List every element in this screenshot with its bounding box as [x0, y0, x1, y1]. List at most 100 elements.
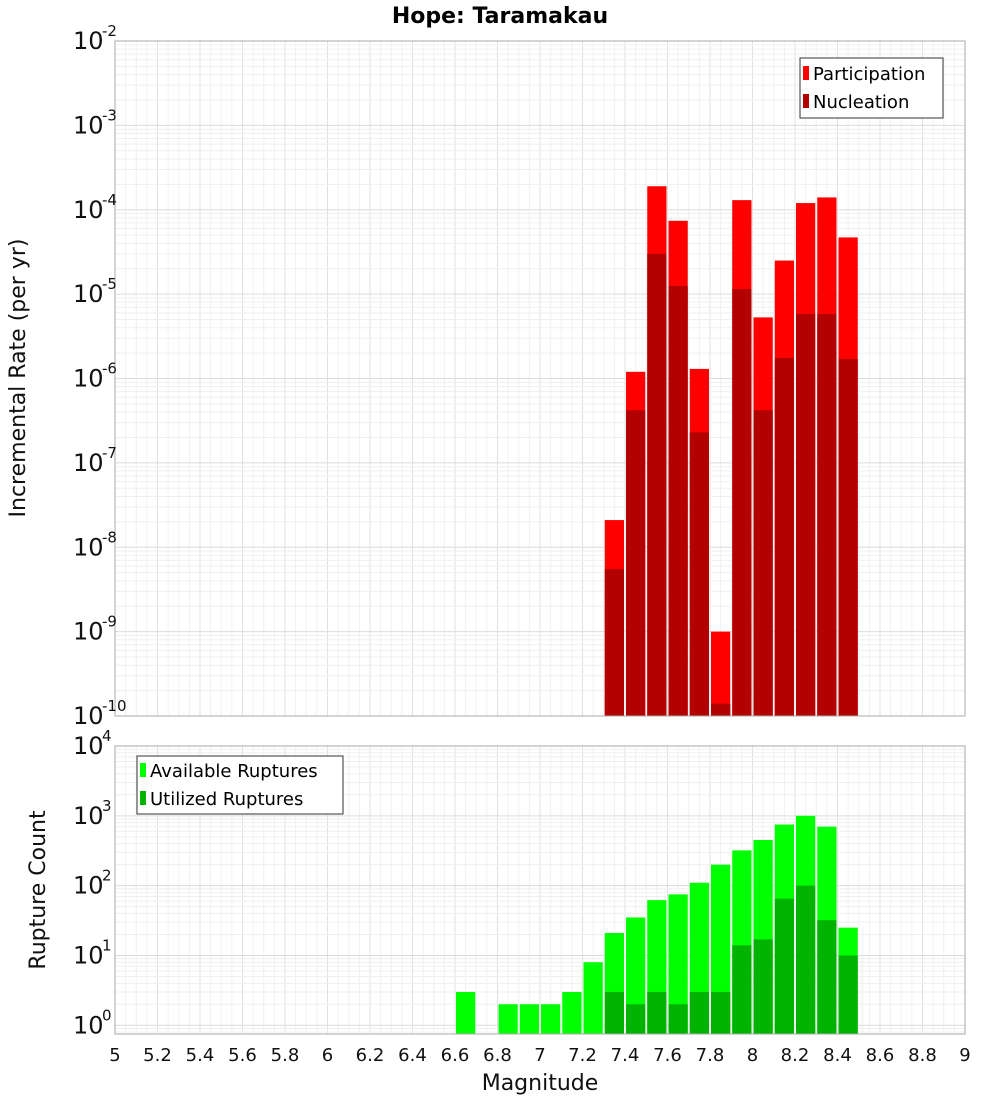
- legend-swatch-nucleation: [803, 94, 809, 108]
- top-y-tick-exponent: -4: [102, 191, 117, 209]
- top-y-tick-exponent: -9: [102, 613, 117, 631]
- top-y-tick-exponent: -5: [102, 275, 117, 293]
- top-y-tick-label: 10: [73, 533, 104, 561]
- top-bar-nucleation: [732, 289, 752, 716]
- bottom-bar-utilized-ruptures: [626, 1004, 646, 1034]
- bottom-y-tick-label: 10: [73, 872, 104, 900]
- top-bar-nucleation: [817, 314, 837, 716]
- x-tick-label: 8.2: [781, 1045, 810, 1066]
- x-tick-label: 5.6: [228, 1045, 257, 1066]
- top-y-tick-label: 10: [73, 280, 104, 308]
- bottom-bar-utilized-ruptures: [817, 920, 837, 1034]
- x-tick-label: 5.2: [143, 1045, 172, 1066]
- bottom-bar-utilized-ruptures: [774, 898, 794, 1034]
- top-bar-nucleation: [711, 703, 731, 716]
- x-tick-label: 7.2: [568, 1045, 597, 1066]
- top-y-tick-exponent: -2: [102, 22, 117, 40]
- top-legend-box: [799, 57, 944, 119]
- bottom-bar-available-ruptures: [519, 1004, 539, 1034]
- x-tick-label: 8.4: [823, 1045, 852, 1066]
- top-y-axis-label: Incremental Rate (per yr): [6, 239, 31, 518]
- x-tick-label: 5: [109, 1045, 120, 1066]
- bottom-bar-utilized-ruptures: [796, 885, 816, 1034]
- top-y-tick-label: 10: [73, 365, 104, 393]
- bottom-legend: Available Ruptures Utilized Ruptures: [136, 755, 344, 815]
- top-y-tick-exponent: -6: [102, 360, 117, 378]
- x-tick-label: 5.8: [271, 1045, 300, 1066]
- bottom-bar-utilized-ruptures: [668, 1004, 688, 1034]
- top-bar-nucleation: [774, 357, 794, 716]
- top-bar-nucleation: [668, 285, 688, 716]
- bottom-bar-utilized-ruptures: [838, 955, 858, 1034]
- legend-label-available-ruptures: Available Ruptures: [150, 761, 318, 782]
- top-bar-nucleation: [838, 359, 858, 716]
- x-tick-label: 7.4: [611, 1045, 640, 1066]
- bottom-y-tick-exponent: 4: [102, 727, 112, 745]
- top-y-tick-exponent: -3: [102, 106, 117, 124]
- bottom-bar-available-ruptures: [456, 991, 476, 1034]
- bottom-bar-available-ruptures: [562, 991, 582, 1034]
- bottom-y-tick-label: 10: [73, 802, 104, 830]
- legend-swatch-utilized-ruptures: [140, 791, 146, 805]
- bottom-y-tick-exponent: 0: [102, 1006, 112, 1024]
- top-y-tick-label: 10: [73, 449, 104, 477]
- bottom-y-tick-label: 10: [73, 1011, 104, 1039]
- top-y-tick-label: 10: [73, 196, 104, 224]
- top-y-tick-label: 10: [73, 702, 104, 730]
- top-y-tick-exponent: -8: [102, 528, 117, 546]
- x-tick-label: 8.6: [866, 1045, 895, 1066]
- top-plot-frame: [114, 40, 966, 717]
- x-tick-label: 7.8: [696, 1045, 725, 1066]
- top-bar-nucleation: [604, 569, 624, 716]
- top-bar-nucleation: [647, 253, 667, 716]
- bottom-legend-box: [136, 755, 344, 815]
- x-tick-label: 6.6: [441, 1045, 470, 1066]
- bottom-bar-available-ruptures: [668, 894, 688, 1034]
- top-y-tick-exponent: -7: [102, 444, 117, 462]
- x-tick-label: 6.2: [356, 1045, 385, 1066]
- bottom-plot-frame: [114, 745, 966, 1035]
- bottom-bar-available-ruptures: [711, 864, 731, 1034]
- top-y-tick-label: 10: [73, 618, 104, 646]
- x-tick-label: 8: [747, 1045, 758, 1066]
- chart-title: Hope: Taramakau: [392, 4, 608, 29]
- top-legend: Participation Nucleation: [799, 57, 944, 119]
- x-tick-label: 7: [534, 1045, 545, 1066]
- top-bar-participation: [711, 631, 731, 716]
- x-axis-label: Magnitude: [482, 1071, 599, 1096]
- x-tick-label: 7.6: [653, 1045, 682, 1066]
- top-bar-nucleation: [796, 314, 816, 716]
- top-y-tick-label: 10: [73, 27, 104, 55]
- bottom-y-tick-label: 10: [73, 941, 104, 969]
- top-y-tick-label: 10: [73, 111, 104, 139]
- bottom-bar-available-ruptures: [541, 1004, 561, 1034]
- top-bar-nucleation: [689, 432, 709, 716]
- bottom-bar-utilized-ruptures: [604, 991, 624, 1034]
- bottom-bar-available-ruptures: [583, 962, 603, 1034]
- x-tick-label: 6: [322, 1045, 333, 1066]
- legend-swatch-participation: [803, 66, 809, 80]
- bottom-bar-available-ruptures: [498, 1004, 518, 1034]
- bottom-bar-utilized-ruptures: [689, 991, 709, 1034]
- x-tick-label: 5.4: [186, 1045, 215, 1066]
- x-tick-label: 6.4: [398, 1045, 427, 1066]
- bottom-bar-utilized-ruptures: [647, 991, 667, 1034]
- top-bar-nucleation: [626, 410, 646, 716]
- bottom-y-tick-exponent: 1: [102, 936, 112, 954]
- top-y-tick-exponent: -10: [102, 697, 127, 715]
- x-tick-labels: 5 5.2 5.4 5.6 5.8 6 6.2 6.4 6.6 6.8 7 7.2 7.4 7.6 7.8 8…: [109, 1045, 970, 1066]
- bottom-bar-utilized-ruptures: [753, 939, 773, 1034]
- bottom-y-tick-exponent: 2: [102, 867, 112, 885]
- legend-label-participation: Participation: [813, 64, 925, 85]
- bottom-bar-utilized-ruptures: [711, 991, 731, 1034]
- bottom-y-tick-exponent: 3: [102, 797, 112, 815]
- bottom-y-axis-label: Rupture Count: [26, 810, 51, 970]
- legend-label-nucleation: Nucleation: [813, 92, 909, 113]
- bottom-bar-utilized-ruptures: [732, 945, 752, 1034]
- top-bar-nucleation: [753, 410, 773, 716]
- x-tick-label: 9: [959, 1045, 970, 1066]
- bottom-y-tick-label: 10: [73, 732, 104, 760]
